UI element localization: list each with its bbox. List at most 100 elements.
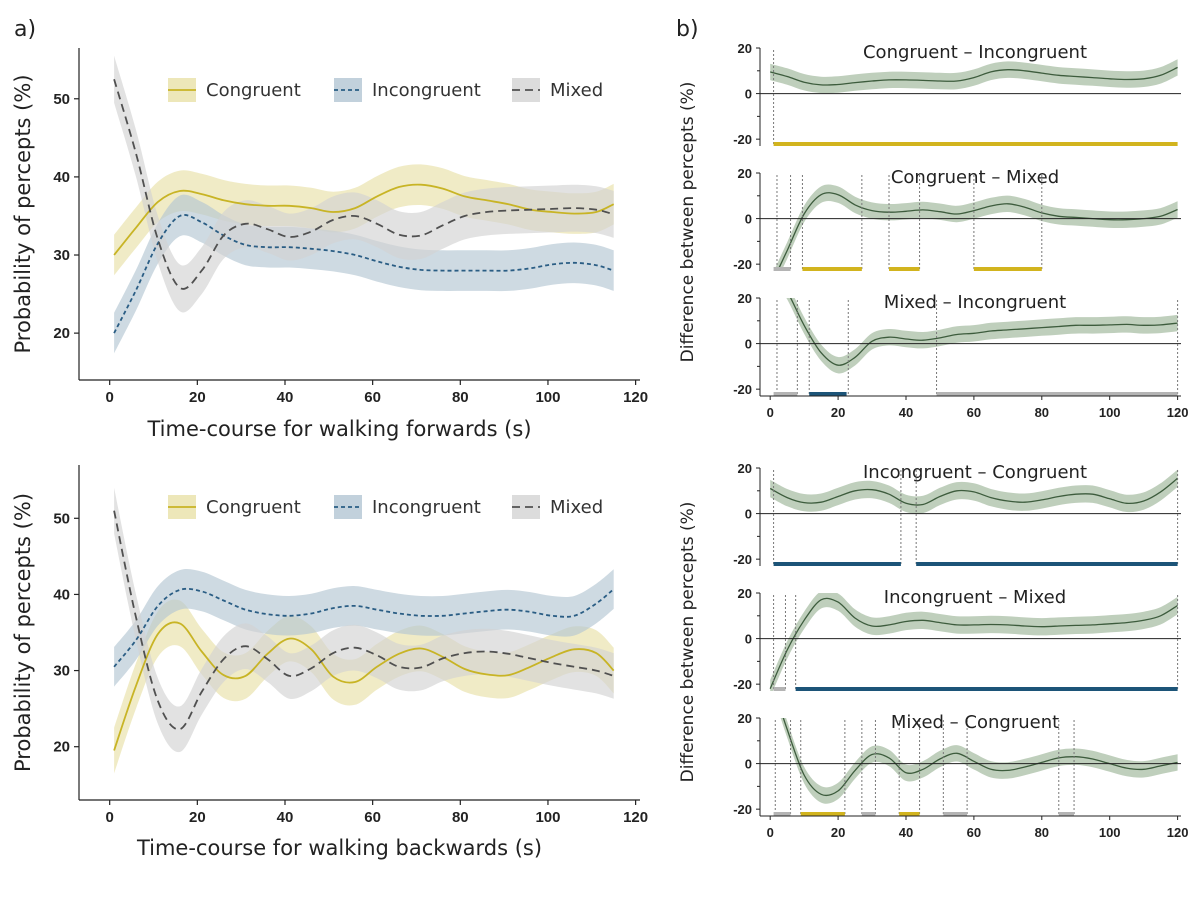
series-line-incongruent <box>113 587 615 668</box>
y-tick-label: 20 <box>738 461 752 476</box>
difference-band <box>773 184 1178 271</box>
panel-label-b: b) <box>676 17 699 42</box>
x-tick-label: 40 <box>277 389 294 406</box>
plot-area <box>770 59 1178 94</box>
band-congruent <box>114 599 614 774</box>
difference-line <box>769 597 1178 689</box>
series-line-mixed <box>113 78 614 290</box>
y-tick-label: 30 <box>53 247 70 264</box>
x-axis-title: Time-course for walking forwards (s) <box>146 417 531 441</box>
series-line-mixed <box>113 510 614 731</box>
y-tick-label: 0 <box>745 757 752 772</box>
difference-line <box>789 298 1178 366</box>
x-tick-label: 100 <box>535 389 560 406</box>
y-tick-label: 20 <box>738 291 752 306</box>
legend-label-congruent: Congruent <box>206 80 301 101</box>
y-tick-label: 20 <box>738 711 752 726</box>
series-line-congruent <box>113 621 615 751</box>
y-tick-label: 20 <box>738 586 752 601</box>
legend-item-congruent: Congruent <box>168 78 301 102</box>
y-axis-title: Probability of percepts (%) <box>11 74 35 353</box>
chart-diff-i-c: 20 0 -20 Incongruent – Congruent <box>733 461 1181 567</box>
chart-backward: 0 20 40 60 80 100 120 20 30 40 50 Time-course for w… <box>11 465 648 860</box>
chart-diff-c-m: 20 0 -20 Congruent – Mixed <box>733 166 1181 272</box>
y-tick-label: 20 <box>53 325 70 342</box>
x-tick-label: 60 <box>967 405 981 420</box>
x-tick-label: 100 <box>1099 825 1121 840</box>
y-axis-title: Probability of percepts (%) <box>11 493 35 772</box>
legend-label-incongruent: Incongruent <box>372 497 481 518</box>
y-tick-label: 0 <box>745 337 752 352</box>
panel-label-a: a) <box>14 17 36 42</box>
x-tick-label: 120 <box>623 809 648 826</box>
difference-band <box>770 59 1178 94</box>
y-tick-label: -20 <box>733 257 752 272</box>
y-tick-label: -20 <box>733 677 752 692</box>
difference-chart-title: Congruent – Mixed <box>891 167 1059 188</box>
chart-diff-m-i: 20 0 -20 Mixed – Incongruent 0 20 40 60 80 100 120 <box>733 291 1188 420</box>
y-tick-label: 0 <box>745 212 752 227</box>
band-incongruent <box>114 569 614 687</box>
difference-chart-title: Congruent – Incongruent <box>863 42 1087 63</box>
x-tick-label: 20 <box>831 825 845 840</box>
legend-item-incongruent: Incongruent <box>334 78 481 102</box>
x-tick-label: 20 <box>189 809 206 826</box>
x-tick-label: 80 <box>452 389 469 406</box>
y-tick-label: -20 <box>733 132 752 147</box>
x-tick-label: 40 <box>899 405 913 420</box>
difference-line <box>776 192 1178 271</box>
x-axis-title: Time-course for walking backwards (s) <box>136 836 542 860</box>
y-tick-label: -20 <box>733 382 752 397</box>
y-tick-label: -20 <box>733 802 752 817</box>
x-tick-label: 80 <box>1035 405 1049 420</box>
y-tick-label: 20 <box>738 41 752 56</box>
x-tick-label: 0 <box>106 389 114 406</box>
difference-band <box>780 718 1178 804</box>
x-tick-label: 40 <box>899 825 913 840</box>
legend-label-mixed: Mixed <box>550 80 603 101</box>
difference-line <box>769 477 1179 506</box>
x-tick-label: 0 <box>767 405 774 420</box>
series-line-incongruent <box>113 214 614 334</box>
x-tick-label: 80 <box>452 809 469 826</box>
legend-item-mixed: Mixed <box>512 78 603 102</box>
x-tick-label: 120 <box>1167 825 1189 840</box>
y-tick-label: 20 <box>53 739 70 756</box>
difference-chart-title: Incongruent – Congruent <box>863 462 1087 483</box>
y-tick-label: 20 <box>738 166 752 181</box>
difference-line <box>770 66 1178 86</box>
x-tick-label: 60 <box>364 809 381 826</box>
x-tick-label: 60 <box>364 389 381 406</box>
x-tick-label: 0 <box>106 809 114 826</box>
chart-diff-m-c: 20 0 -20 Mixed – Congruent 0 20 40 60 80 100 120 <box>733 711 1189 840</box>
difference-band <box>770 593 1178 691</box>
chart-layer: 0 20 40 60 80 100 120 20 30 40 50 Time-course for w… <box>11 41 1188 860</box>
difference-chart-title: Mixed – Incongruent <box>884 292 1066 313</box>
chart-forward: 0 20 40 60 80 100 120 20 30 40 50 Time-course for w… <box>11 48 648 441</box>
band-mixed <box>114 487 614 753</box>
x-tick-label: 20 <box>831 405 845 420</box>
legend-label-incongruent: Incongruent <box>372 80 481 101</box>
y-tick-label: 0 <box>745 632 752 647</box>
y-tick-label: 50 <box>53 510 70 527</box>
legend-item-congruent: Congruent <box>168 495 301 519</box>
plot-area <box>786 298 1178 374</box>
x-tick-label: 100 <box>1099 405 1121 420</box>
difference-chart-title: Incongruent – Mixed <box>884 587 1066 608</box>
plot-area <box>773 184 1178 271</box>
y-tick-label: 0 <box>745 507 752 522</box>
legend-label-congruent: Congruent <box>206 497 301 518</box>
x-tick-label: 0 <box>767 825 774 840</box>
y-tick-label: 40 <box>53 169 70 186</box>
difference-line <box>782 718 1178 797</box>
difference-y-axis-title: Difference between percepts (%) <box>678 82 698 363</box>
difference-band <box>786 298 1178 374</box>
x-tick-label: 40 <box>277 809 294 826</box>
x-tick-label: 100 <box>535 809 560 826</box>
legend-item-incongruent: Incongruent <box>334 495 481 519</box>
y-tick-label: 40 <box>53 586 70 603</box>
legend-label-mixed: Mixed <box>550 497 603 518</box>
chart-diff-c-i: 20 0 -20 Congruent – Incongruent <box>733 41 1181 147</box>
band-mixed <box>114 55 614 313</box>
